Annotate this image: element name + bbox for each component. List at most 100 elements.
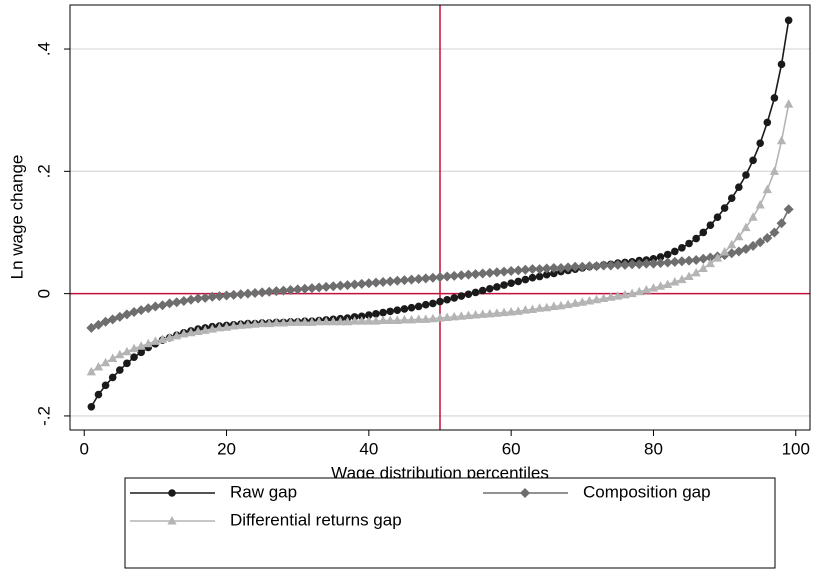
marker [676,256,687,267]
marker [164,298,175,309]
marker [108,373,117,382]
marker [748,240,759,251]
marker [741,222,751,232]
marker [292,284,303,295]
marker [257,287,268,298]
marker [314,316,324,326]
marker [406,314,417,324]
marker [527,304,538,314]
marker [179,328,189,338]
marker [605,260,616,271]
marker [671,247,679,256]
marker [264,318,274,328]
marker [705,252,716,263]
marker [563,299,573,309]
marker [535,272,544,281]
marker [406,274,417,285]
marker [678,243,686,252]
marker [720,247,730,256]
marker [655,281,666,290]
marker [698,253,709,264]
marker [521,275,530,284]
marker [235,289,246,300]
marker [93,319,104,330]
marker [770,94,779,102]
marker [172,330,182,340]
y-axis-title: Ln wage change [7,155,26,280]
marker [371,316,381,325]
marker [285,317,296,326]
marker [550,269,558,278]
marker [378,315,388,325]
marker [762,232,773,243]
marker [150,336,160,345]
marker [684,271,694,281]
marker [726,248,737,259]
marker [420,273,431,284]
marker [116,366,124,374]
marker [484,267,495,278]
marker [520,264,531,275]
marker [229,321,239,330]
marker [500,281,508,289]
marker [641,284,651,294]
marker [300,317,310,326]
marker [392,275,403,286]
marker [321,281,332,292]
marker [669,256,680,267]
marker [136,305,147,316]
marker [335,280,346,291]
marker [314,282,325,293]
marker [706,221,715,229]
marker [293,317,303,326]
marker [143,303,154,314]
marker [591,261,602,272]
legend-label: Raw gap [230,482,297,501]
marker [221,290,232,301]
marker [755,199,765,209]
marker [720,204,729,212]
marker [200,325,210,334]
marker [662,257,673,268]
marker [442,271,453,282]
marker [542,302,552,312]
marker [584,261,595,272]
marker [428,313,438,323]
marker [684,255,695,266]
marker [186,327,196,337]
marker [534,264,545,275]
marker [450,294,459,302]
marker [456,311,466,320]
marker [299,283,310,294]
marker [278,285,289,296]
marker [386,307,394,316]
marker [442,312,452,321]
marker [612,259,623,270]
marker [691,267,701,277]
marker [464,290,473,299]
marker [143,338,153,348]
marker [463,269,474,280]
marker [705,258,715,268]
x-tick-label: 40 [359,439,378,458]
marker [257,318,267,328]
marker [400,305,409,313]
marker [692,234,700,243]
marker [378,277,389,288]
marker [470,269,481,280]
marker [471,288,480,297]
legend-label: Composition gap [583,482,711,501]
marker [563,262,574,273]
marker [414,314,424,323]
marker [193,326,203,336]
marker [627,259,638,270]
marker [457,292,466,300]
marker [777,60,786,69]
marker [663,250,672,259]
marker [157,300,168,311]
x-tick-label: 60 [502,439,521,458]
marker [677,274,687,284]
marker [414,302,423,311]
marker [200,292,211,303]
marker [435,272,445,283]
